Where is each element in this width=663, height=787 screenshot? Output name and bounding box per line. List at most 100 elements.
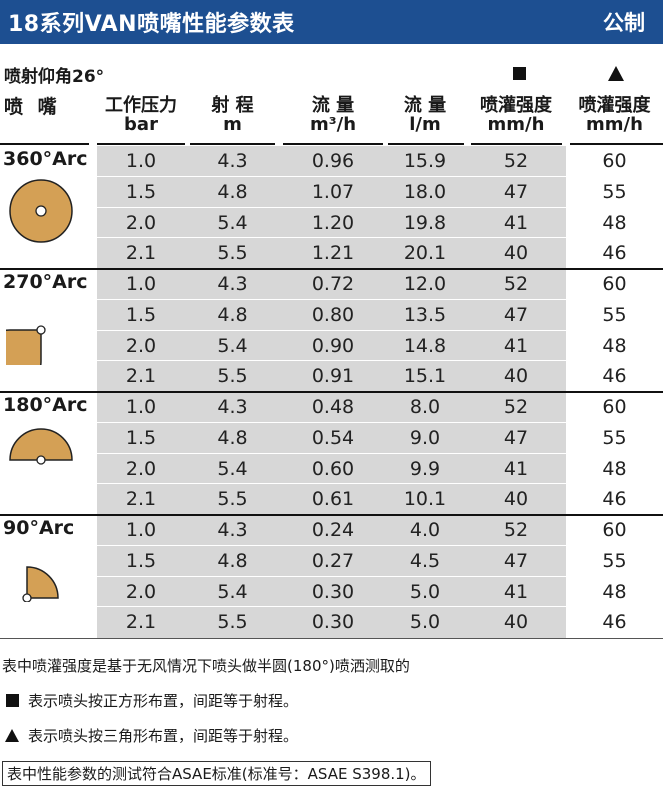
table-row: 1.0 4.3 0.72 12.0 52 60 (97, 269, 663, 300)
note-test-standard: 表中性能参数的测试符合ASAE标准(标准号：ASAE S398.1)。 (2, 761, 431, 786)
row-divider (97, 175, 663, 177)
unit-system-label: 公制 (603, 11, 645, 35)
table-cell: 10.1 (403, 488, 447, 511)
table-row: 2.1 5.5 0.91 15.1 40 46 (97, 361, 663, 392)
row-divider (97, 483, 663, 485)
group-separator (0, 268, 663, 270)
table-row: 1.5 4.8 0.27 4.5 47 55 (97, 546, 663, 577)
table-cell: 60 (602, 273, 627, 295)
three-quarter-circle-pattern-icon (0, 295, 76, 393)
table-cell: 60 (602, 519, 627, 541)
table-cell: 1.20 (311, 211, 355, 234)
table-cell: 0.61 (311, 488, 355, 511)
table-cell: 4.8 (217, 303, 248, 326)
table-cell: 40 (503, 242, 529, 265)
table-cell: 0.60 (311, 457, 355, 480)
table-cell: 0.90 (311, 334, 355, 357)
table-cell: 46 (602, 488, 627, 511)
table-cell: 20.1 (403, 242, 447, 265)
table-cell: 55 (602, 426, 627, 449)
row-divider (97, 575, 663, 577)
header-precip-square: 喷灌强度 mm/h (480, 95, 552, 135)
row-divider (97, 329, 663, 331)
table-cell: 41 (503, 334, 529, 357)
table-cell: 1.5 (125, 180, 157, 203)
page-title: 18系列VAN喷嘴性能参数表 (8, 12, 295, 37)
table-cell: 0.24 (311, 519, 355, 541)
header-precip-triangle: 喷灌强度 mm/h (578, 95, 651, 135)
table-row: 2.1 5.5 0.61 10.1 40 46 (97, 484, 663, 515)
table-cell: 52 (503, 396, 529, 418)
table-cell: 46 (602, 365, 627, 388)
arc-group: 360°Arc 1.0 4.3 0.96 15.9 52 60 1.5 4.8 1.07 18.0 4… (0, 146, 663, 269)
table-cell: 2.0 (125, 334, 157, 357)
table-cell: 60 (602, 150, 627, 172)
note-triangle-spacing: 表示喷头按三角形布置，间距等于射程。 (2, 725, 298, 746)
table-cell: 60 (602, 396, 627, 418)
table-cell: 1.0 (125, 396, 157, 418)
table-cell: 4.8 (217, 549, 248, 572)
table-cell: 41 (503, 211, 529, 234)
table-cell: 4.3 (217, 150, 248, 172)
header-underline (471, 143, 562, 145)
table-cell: 2.0 (125, 580, 157, 603)
table-cell: 5.5 (217, 242, 248, 265)
table-cell: 40 (503, 488, 529, 511)
table-cell: 1.21 (311, 242, 355, 265)
table-cell: 5.4 (217, 580, 248, 603)
table-cell: 2.1 (125, 242, 157, 265)
header-pressure: 工作压力 bar (105, 95, 177, 135)
table-cell: 55 (602, 180, 627, 203)
table-cell: 1.5 (125, 426, 157, 449)
table-cell: 5.4 (217, 211, 248, 234)
table-cell: 52 (503, 150, 529, 172)
row-divider (97, 421, 663, 423)
arc-label: 90°Arc (3, 517, 75, 539)
table-row: 1.0 4.3 0.96 15.9 52 60 (97, 146, 663, 177)
table-cell: 46 (602, 611, 627, 634)
table-cell: 1.5 (125, 549, 157, 572)
table-cell: 19.8 (403, 211, 447, 234)
note-square-spacing: 表示喷头按正方形布置，间距等于射程。 (2, 690, 298, 711)
table-row: 1.5 4.8 0.80 13.5 47 55 (97, 300, 663, 331)
row-divider (97, 360, 663, 362)
table-cell: 15.9 (403, 150, 447, 172)
square-spacing-icon (6, 694, 19, 707)
table-cell: 9.0 (409, 426, 441, 449)
table-cell: 48 (602, 211, 627, 234)
header-underline (0, 143, 89, 145)
table-row: 1.5 4.8 0.54 9.0 47 55 (97, 423, 663, 454)
table-cell: 55 (602, 549, 627, 572)
table-cell: 0.91 (311, 365, 355, 388)
header-underline (570, 143, 663, 145)
table-cell: 47 (503, 180, 529, 203)
table-cell: 4.0 (409, 519, 441, 541)
table-row: 2.0 5.4 0.60 9.9 41 48 (97, 454, 663, 485)
row-divider (97, 606, 663, 608)
table-row: 1.0 4.3 0.48 8.0 52 60 (97, 392, 663, 423)
table-cell: 2.1 (125, 365, 157, 388)
header-flow-m3h: 流 量 m³/h (309, 95, 357, 135)
table-cell: 13.5 (403, 303, 447, 326)
table-cell: 4.8 (217, 426, 248, 449)
row-divider (97, 298, 663, 300)
table-cell: 47 (503, 549, 529, 572)
table-cell: 0.96 (311, 150, 355, 172)
table-row: 1.0 4.3 0.24 4.0 52 60 (97, 515, 663, 546)
row-divider (97, 544, 663, 546)
full-circle-pattern-icon (6, 176, 76, 250)
row-divider (97, 237, 663, 239)
table-cell: 0.72 (311, 273, 355, 295)
table-cell: 5.4 (217, 457, 248, 480)
table-cell: 0.30 (311, 611, 355, 634)
table-cell: 52 (503, 519, 529, 541)
table-cell: 0.54 (311, 426, 355, 449)
table-cell: 4.3 (217, 273, 248, 295)
header-underline (97, 143, 185, 145)
table-cell: 2.1 (125, 488, 157, 511)
arc-group: 270°Arc 1.0 4.3 0.72 12.0 52 60 1.5 4.8 0.80 13.5 4… (0, 269, 663, 393)
table-row: 2.0 5.4 0.90 14.8 41 48 (97, 331, 663, 362)
table-cell: 48 (602, 334, 627, 357)
table-cell: 48 (602, 580, 627, 603)
